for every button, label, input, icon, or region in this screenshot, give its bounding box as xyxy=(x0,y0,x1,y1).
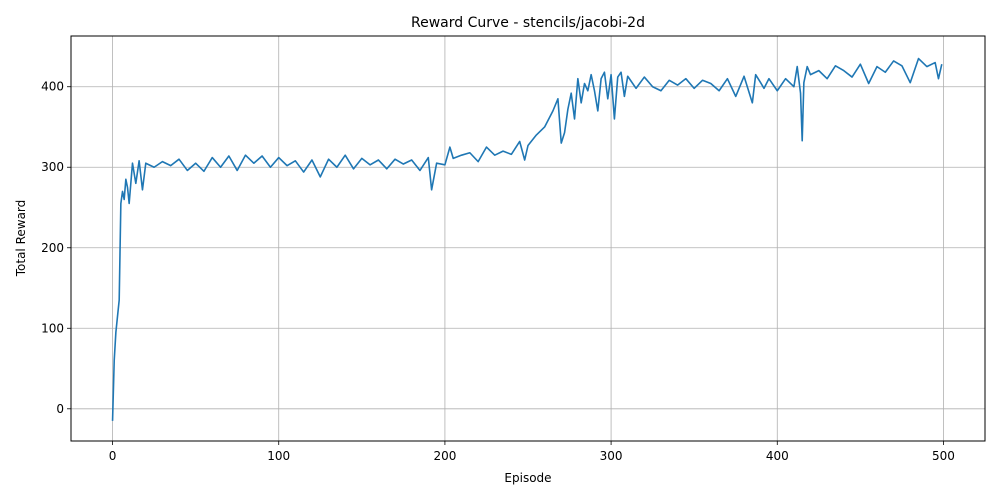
x-tick-label: 500 xyxy=(932,449,955,463)
x-tick-label: 300 xyxy=(600,449,623,463)
plot-frame xyxy=(70,35,986,442)
y-tick-label: 300 xyxy=(41,160,64,174)
x-tick-label: 200 xyxy=(433,449,456,463)
grid-lines xyxy=(71,36,985,441)
y-tick-label: 200 xyxy=(41,241,64,255)
x-axis: 0 100 200 300 400 500 xyxy=(109,441,955,463)
chart-title: Reward Curve - stencils/jacobi-2d xyxy=(411,15,645,31)
x-tick-label: 0 xyxy=(109,449,117,463)
y-axis-label: Total Reward xyxy=(14,200,28,278)
x-tick-label: 400 xyxy=(766,449,789,463)
y-tick-label: 400 xyxy=(41,80,64,94)
x-axis-label: Episode xyxy=(504,471,551,485)
x-tick-label: 100 xyxy=(267,449,290,463)
reward-series-line xyxy=(111,57,943,421)
series-layer xyxy=(111,57,943,421)
y-tick-label: 100 xyxy=(41,321,64,335)
y-tick-label: 0 xyxy=(56,402,64,416)
y-axis: 0 100 200 300 400 xyxy=(41,80,71,416)
